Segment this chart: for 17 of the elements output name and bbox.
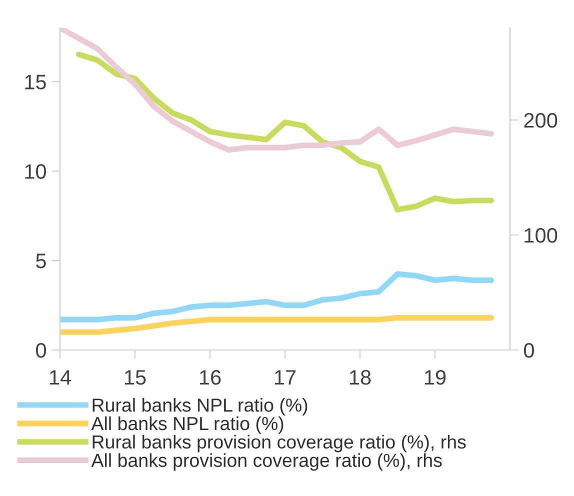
x-tick-label: 16: [200, 370, 221, 385]
x-tick-label: 17: [275, 370, 296, 385]
x-tick-label: 18: [350, 370, 371, 385]
y2-tick-label: 0: [524, 343, 534, 358]
legend-label: Rural banks NPL ratio (%): [92, 398, 308, 416]
y2-tick-label: 200: [524, 113, 558, 128]
y-tick-label: 10: [25, 164, 46, 179]
legend-label: All banks provision coverage ratio (%), rhs: [91, 453, 442, 471]
y-tick-label: 15: [25, 74, 46, 90]
x-tick-label: 15: [125, 370, 146, 385]
y-tick-label: 0: [36, 343, 46, 358]
y2-tick-label: 100: [524, 228, 558, 243]
x-tick-label: 14: [50, 370, 71, 385]
y-tick-label: 5: [36, 254, 46, 268]
legend-label: All banks NPL ratio (%): [91, 416, 284, 434]
x-tick-label: 19: [425, 370, 446, 385]
legend-label: Rural banks provision coverage ratio (%), rhs: [92, 434, 466, 452]
